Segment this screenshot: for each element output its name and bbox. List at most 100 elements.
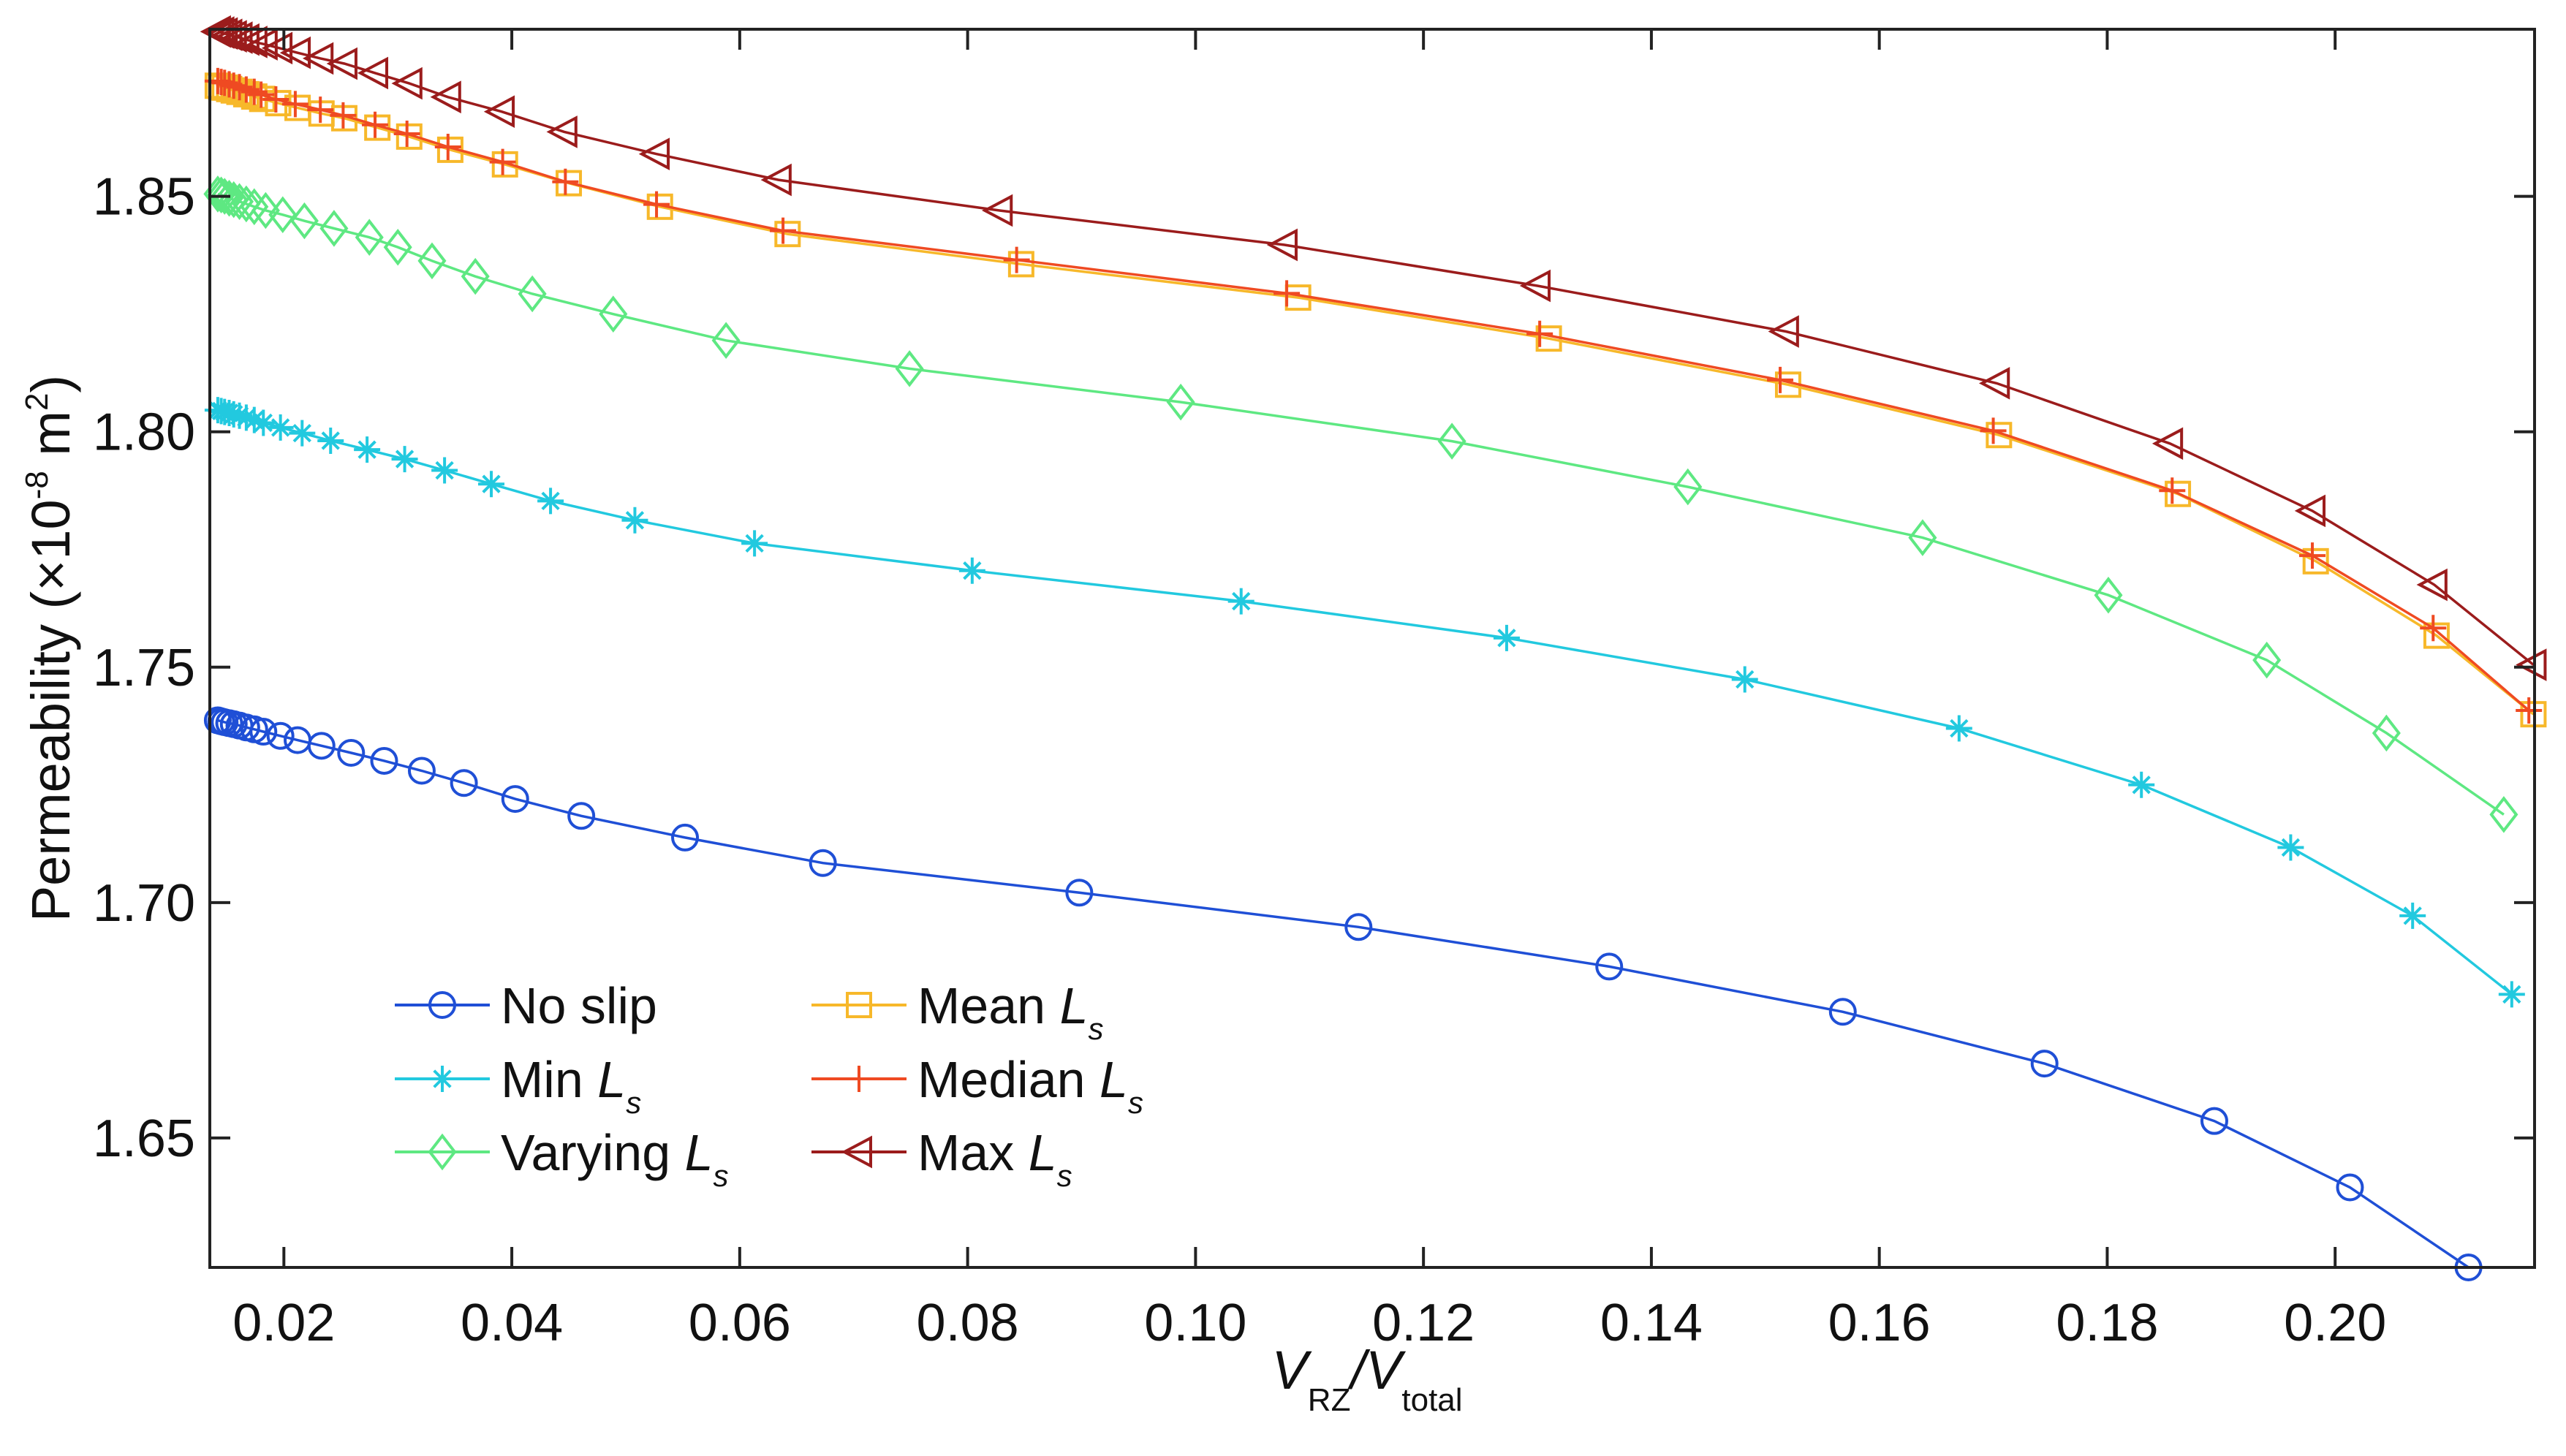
data-point <box>232 185 261 223</box>
data-point <box>2277 834 2304 861</box>
data-point <box>1673 468 1703 506</box>
data-point <box>317 427 344 454</box>
data-point <box>268 196 298 234</box>
data-point <box>1908 519 1937 556</box>
x-tick-label: 0.04 <box>461 1294 563 1352</box>
data-point <box>1266 228 1298 262</box>
data-point <box>2299 542 2326 569</box>
legend-label: Varying Ls <box>501 1124 729 1193</box>
data-point <box>2165 480 2192 507</box>
data-point <box>289 420 316 447</box>
data-point <box>279 36 311 69</box>
legend-item: Mean Ls <box>811 977 1104 1046</box>
data-point <box>222 21 253 54</box>
data-point <box>241 78 268 105</box>
y-tick-label: 1.75 <box>93 639 195 697</box>
data-point <box>2252 641 2282 679</box>
data-point <box>357 56 389 90</box>
data-point <box>461 257 490 295</box>
series-line <box>217 409 2513 996</box>
legend-marker <box>428 991 456 1019</box>
data-point <box>958 557 985 584</box>
data-point <box>354 436 381 463</box>
data-point <box>281 91 309 118</box>
data-point <box>2128 771 2155 798</box>
data-point <box>546 115 578 148</box>
data-point <box>2151 427 2184 460</box>
data-point <box>431 457 458 484</box>
data-point <box>210 178 239 215</box>
data-point <box>2159 477 2186 504</box>
data-point <box>1767 366 1794 393</box>
x-tick-label: 0.20 <box>2284 1294 2386 1352</box>
data-point <box>232 404 260 431</box>
x-tick-label: 0.14 <box>1600 1294 1703 1352</box>
data-point <box>2399 902 2426 929</box>
data-point <box>671 823 700 852</box>
data-point <box>1166 383 1195 421</box>
data-point <box>501 785 529 814</box>
data-point <box>1945 715 1972 742</box>
data-point <box>1731 666 1758 693</box>
data-point <box>2336 1173 2364 1202</box>
data-point <box>307 732 336 760</box>
data-point <box>537 488 564 515</box>
data-point <box>2516 697 2543 724</box>
legend-item: Median Ls <box>811 1051 1143 1120</box>
data-point <box>567 802 596 830</box>
legend-item: No slip <box>395 977 657 1034</box>
data-point <box>643 191 670 218</box>
data-point <box>396 123 423 150</box>
legend-item: Varying Ls <box>395 1124 729 1193</box>
data-point <box>249 718 278 746</box>
data-point <box>2420 615 2447 642</box>
data-point <box>1519 269 1551 303</box>
data-point <box>1828 998 1857 1026</box>
y-axis-title: Permeability (×10-8 m2) <box>19 375 81 922</box>
data-point <box>391 446 418 473</box>
legend-label: Mean Ls <box>917 977 1104 1046</box>
data-point <box>599 295 628 333</box>
data-point <box>478 471 505 498</box>
data-point <box>621 507 648 534</box>
data-point <box>552 168 579 195</box>
data-point <box>246 28 278 61</box>
y-tick-label: 1.80 <box>93 403 195 462</box>
data-point <box>302 42 334 75</box>
legend-label: Max Ls <box>917 1124 1072 1193</box>
x-tick-label: 0.16 <box>1828 1294 1931 1352</box>
y-tick-label: 1.65 <box>93 1110 195 1168</box>
data-point <box>1437 422 1466 460</box>
data-point <box>483 95 515 129</box>
legend-label: Min Ls <box>501 1051 641 1120</box>
plot-frame <box>208 28 2536 1269</box>
legend-marker <box>846 992 872 1018</box>
data-point <box>289 202 319 240</box>
series-1 <box>204 397 2525 1008</box>
data-point <box>1595 952 1624 981</box>
data-point <box>1065 879 1094 907</box>
data-point <box>383 228 412 266</box>
data-point <box>307 96 334 124</box>
legend-item: Max Ls <box>811 1124 1072 1193</box>
data-point <box>330 102 357 129</box>
data-point <box>518 275 547 313</box>
data-point <box>1980 417 2007 444</box>
data-point <box>981 194 1013 227</box>
data-point <box>2498 981 2525 1008</box>
data-point <box>391 67 423 100</box>
data-point <box>362 111 389 138</box>
data-point <box>226 402 253 429</box>
data-point <box>895 350 924 387</box>
data-point <box>326 47 357 80</box>
data-point <box>266 721 295 750</box>
data-point <box>2200 1107 2228 1135</box>
data-point <box>2372 714 2401 752</box>
legend-label: No slip <box>501 977 657 1034</box>
data-point <box>267 414 294 441</box>
data-point <box>225 183 254 221</box>
data-point <box>450 769 478 797</box>
legend-marker <box>846 1066 872 1092</box>
series-3 <box>204 72 2547 728</box>
